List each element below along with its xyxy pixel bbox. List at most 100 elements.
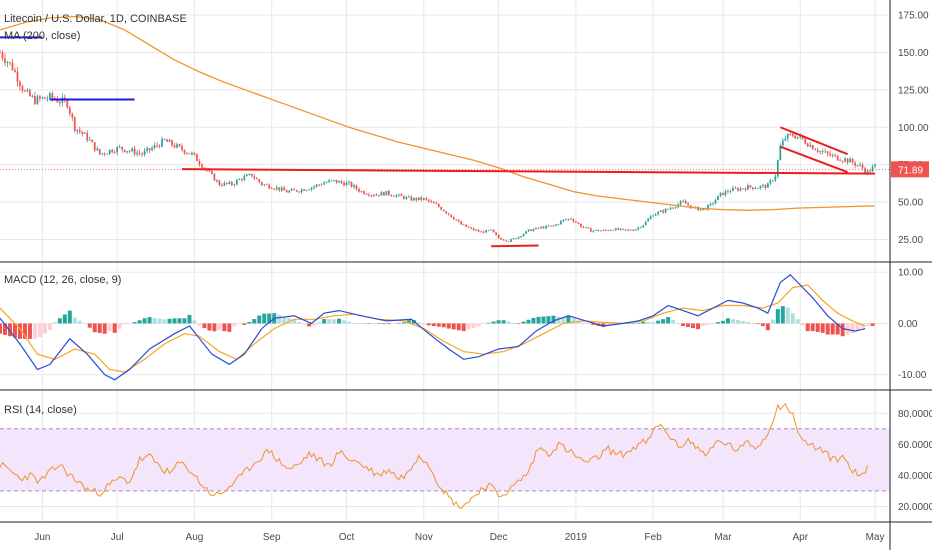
macd-histogram-bar	[715, 322, 720, 324]
macd-histogram-bar	[666, 317, 671, 324]
candle-body	[101, 153, 104, 155]
candle-body	[584, 227, 587, 229]
macd-histogram-bar	[157, 318, 162, 324]
candle-body	[667, 208, 669, 210]
candle-body	[213, 173, 216, 181]
macd-histogram-bar	[745, 321, 750, 324]
candle-body	[826, 151, 829, 154]
candle-body	[373, 195, 375, 196]
macd-histogram-bar	[720, 320, 725, 324]
candle-body	[308, 189, 311, 191]
candle-body	[146, 148, 148, 151]
candle-body	[83, 132, 86, 134]
macd-histogram-bar	[421, 323, 426, 325]
candle-body	[752, 187, 754, 189]
macd-histogram-bar	[371, 323, 376, 324]
candle-body	[779, 145, 782, 161]
candle-body	[627, 229, 630, 231]
drawing-line-2[interactable]	[491, 244, 539, 248]
candle-body	[739, 188, 742, 191]
candle-body	[492, 229, 495, 233]
macd-histogram-bar	[815, 323, 820, 332]
candle-body	[355, 185, 358, 190]
candle-body	[153, 145, 156, 148]
candle-body	[632, 230, 635, 231]
drawing-line-4[interactable]	[779, 145, 848, 174]
candle-body	[248, 173, 251, 175]
candle-body	[228, 182, 231, 184]
macd-histogram-bar	[307, 323, 312, 327]
x-tick-label: Feb	[645, 532, 663, 543]
macd-histogram-bar	[850, 323, 855, 334]
candle-body	[71, 113, 74, 118]
candle-body	[652, 215, 655, 217]
macd-histogram-bar	[381, 323, 386, 325]
macd-histogram-bar	[32, 323, 37, 339]
macd-histogram-bar	[302, 323, 307, 325]
macd-histogram-bar	[686, 323, 691, 328]
candle-body	[393, 195, 395, 197]
macd-histogram-bar	[506, 321, 511, 324]
candle-body	[400, 194, 403, 197]
candle-body	[457, 220, 460, 222]
candle-body	[223, 182, 226, 186]
candle-body	[450, 214, 453, 218]
macd-histogram-bar	[586, 323, 591, 324]
candle-body	[644, 221, 647, 226]
macd-histogram-bar	[37, 323, 42, 338]
candle-body	[864, 168, 866, 173]
macd-histogram-bar	[835, 323, 840, 335]
candle-body	[245, 174, 248, 177]
macd-histogram-bar	[132, 322, 137, 324]
candle-body	[133, 148, 136, 155]
candle-body	[477, 229, 480, 232]
candle-body	[186, 153, 188, 155]
candle-body	[455, 219, 458, 221]
drawing-line-1[interactable]	[181, 168, 876, 175]
candle-body	[46, 98, 49, 100]
rsi-band-fill	[0, 428, 890, 491]
candle-body	[113, 152, 116, 154]
candle-body	[91, 139, 94, 143]
candle-body	[235, 179, 238, 185]
candle-body	[545, 225, 547, 229]
candle-body	[310, 187, 313, 190]
macd-histogram-bar	[471, 323, 476, 329]
macd-histogram-bar	[671, 320, 676, 324]
candle-body	[233, 184, 236, 186]
macd-histogram-bar	[212, 323, 217, 332]
x-tick-label: 2019	[565, 532, 588, 543]
candle-body	[515, 238, 517, 240]
candle-body	[328, 180, 330, 183]
macd-histogram-bar	[765, 323, 770, 331]
macd-histogram-bar	[162, 319, 167, 324]
candle-body	[196, 154, 198, 162]
macd-histogram-bar	[197, 323, 202, 326]
candle-body	[218, 180, 221, 186]
candle-body	[203, 167, 206, 169]
candle-body	[420, 197, 423, 200]
candle-body	[480, 231, 483, 233]
candle-body	[784, 138, 787, 141]
candle-body	[225, 182, 228, 184]
macd-histogram-bar	[486, 322, 491, 324]
candle-body	[472, 228, 475, 231]
candle-body	[841, 161, 844, 162]
macd-histogram-bar	[840, 323, 845, 337]
candle-body	[510, 239, 512, 242]
drawing-line-3[interactable]	[779, 126, 848, 156]
candle-body	[93, 142, 96, 151]
candle-body	[781, 140, 784, 146]
candle-body	[106, 153, 109, 155]
candle-body	[353, 185, 355, 187]
candle-body	[507, 241, 510, 243]
candle-body	[368, 194, 370, 196]
candle-body	[649, 216, 652, 219]
candle-body	[819, 151, 822, 152]
candle-body	[749, 185, 752, 188]
candle-body	[629, 229, 632, 231]
candle-body	[734, 187, 737, 189]
macd-histogram-bar	[855, 323, 860, 331]
macd-histogram-bar	[706, 323, 711, 325]
candle-body	[76, 129, 79, 131]
